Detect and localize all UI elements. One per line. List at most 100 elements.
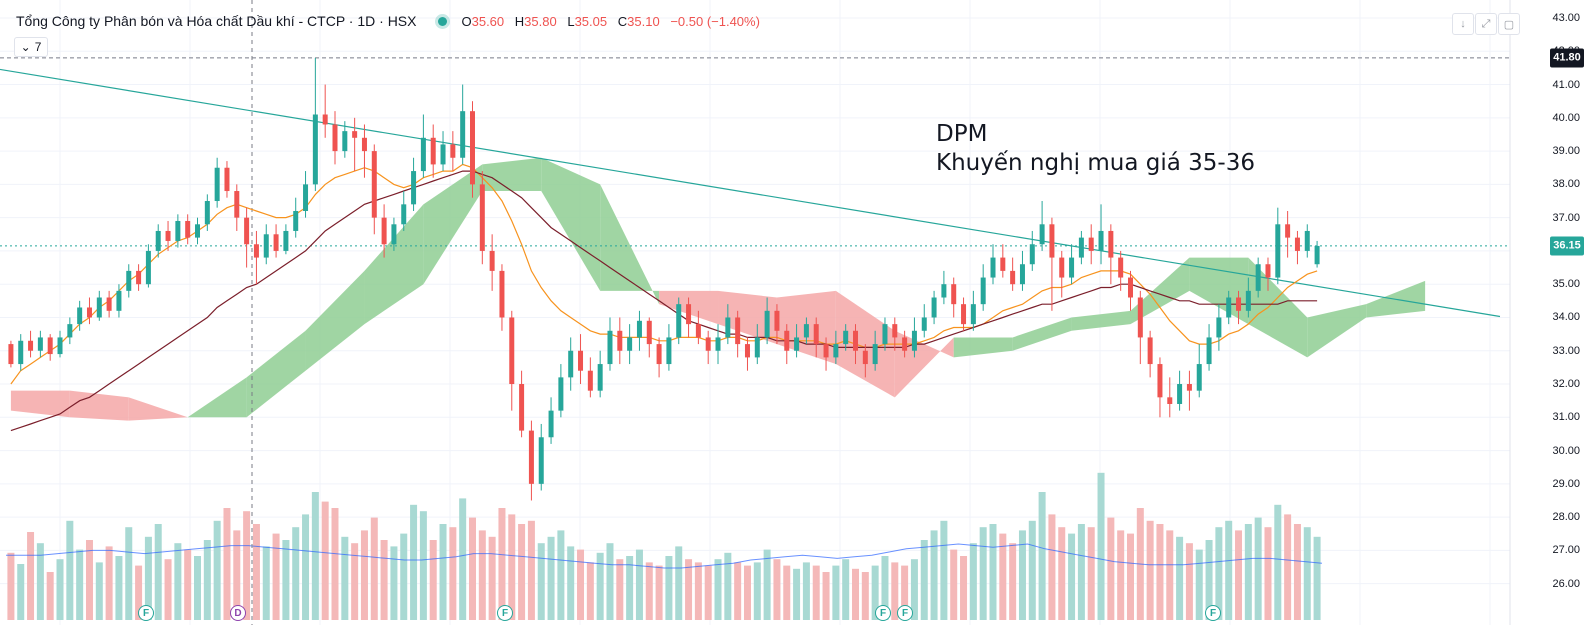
- volume-bar: [567, 546, 575, 620]
- volume-bar: [1225, 520, 1233, 620]
- candle-body: [381, 217, 387, 245]
- volume-bar: [1077, 524, 1085, 620]
- candle-body: [666, 337, 672, 365]
- candle-body: [882, 324, 888, 345]
- price-axis-label: 31.00: [1552, 411, 1580, 424]
- volume-bar: [321, 501, 329, 620]
- expand-icon[interactable]: ⤢: [1475, 13, 1497, 35]
- event-marker-f[interactable]: F: [1205, 605, 1221, 621]
- volume-bar: [753, 562, 761, 620]
- volume-bar: [341, 536, 349, 620]
- volume-bar: [979, 527, 987, 620]
- candle-body: [214, 167, 220, 202]
- candle-body: [568, 350, 574, 378]
- volume-bar: [783, 565, 791, 620]
- ichimoku-cloud-segment: [718, 290, 777, 345]
- candle-body: [1019, 264, 1025, 285]
- candle-body: [597, 364, 603, 391]
- price-axis-label: 34.00: [1552, 311, 1580, 324]
- candle-body: [224, 167, 230, 192]
- volume-bar: [1274, 504, 1282, 620]
- volume-bar: [537, 543, 545, 620]
- ichimoku-cloud-segment: [1248, 257, 1308, 358]
- volume-bar: [223, 508, 231, 620]
- price-axis-label: 35.00: [1552, 278, 1580, 291]
- volume-bar: [1254, 517, 1262, 620]
- event-marker-f[interactable]: F: [875, 605, 891, 621]
- event-marker-d[interactable]: D: [230, 605, 246, 621]
- volume-bar: [1117, 530, 1125, 620]
- candle-body: [862, 350, 868, 365]
- volume-bar: [203, 540, 211, 620]
- volume-bar: [1126, 533, 1134, 620]
- candle-body: [636, 320, 642, 338]
- volume-bar: [891, 562, 899, 620]
- ichimoku-cloud-segment: [423, 164, 483, 285]
- volume-bar: [174, 543, 182, 620]
- candle-body: [391, 224, 397, 245]
- candle-body: [1157, 364, 1163, 398]
- event-marker-f[interactable]: F: [497, 605, 513, 621]
- candle-body: [646, 320, 652, 345]
- volume-bar: [527, 520, 535, 620]
- open-key: O: [461, 13, 472, 29]
- price-axis-label: 28.00: [1552, 511, 1580, 524]
- volume-bar: [910, 559, 918, 620]
- price-axis-label: 29.00: [1552, 477, 1580, 490]
- candle-body: [430, 137, 436, 165]
- low-value: 35.05: [574, 13, 608, 29]
- volume-bar: [694, 562, 702, 620]
- candle-body: [185, 220, 191, 238]
- price-axis-label: 30.00: [1552, 444, 1580, 457]
- volume-bar: [125, 527, 133, 620]
- volume-bar: [311, 492, 319, 620]
- candle-body: [715, 337, 721, 351]
- event-marker-f[interactable]: F: [897, 605, 913, 621]
- trendline: [0, 68, 1501, 318]
- volume-bar: [969, 543, 977, 620]
- candle-body: [1186, 384, 1192, 391]
- volume-bar: [7, 552, 15, 620]
- volume-bar: [27, 532, 35, 620]
- candle-body: [352, 131, 358, 138]
- screenshot-icon[interactable]: ▢: [1498, 13, 1520, 35]
- candle-body: [1049, 224, 1055, 258]
- ichimoku-cloud-segment: [541, 157, 601, 291]
- ichimoku-cloud-segment: [246, 330, 306, 418]
- candle-body: [145, 250, 151, 285]
- volume-bar: [940, 520, 948, 620]
- candle-body: [1098, 230, 1104, 251]
- candle-body: [1236, 297, 1242, 311]
- symbol-title[interactable]: Tổng Công ty Phân bón và Hóa chất Dầu kh…: [16, 13, 417, 29]
- candle-body: [1177, 384, 1183, 404]
- volume-bar: [1244, 524, 1252, 620]
- candle-body: [1137, 297, 1143, 338]
- candle-body: [57, 337, 63, 355]
- candle-body: [332, 124, 338, 152]
- arrow-down-icon[interactable]: ↓: [1452, 13, 1474, 35]
- candle-body: [519, 384, 525, 431]
- candle-body: [47, 337, 53, 355]
- event-marker-f[interactable]: F: [138, 605, 154, 621]
- ichimoku-cloud-segment: [69, 390, 129, 421]
- candle-body: [165, 230, 171, 241]
- analyst-note[interactable]: DPM Khuyến nghị mua giá 35-36: [936, 120, 1255, 178]
- volume-bar: [56, 559, 64, 620]
- volume-bar: [743, 565, 751, 620]
- volume-bar: [861, 572, 869, 620]
- volume-bar: [842, 559, 850, 620]
- candle-body: [1167, 397, 1173, 404]
- volume-bar: [734, 562, 742, 620]
- candle-body: [28, 340, 34, 351]
- candle-body: [754, 337, 760, 358]
- volume-bar: [1303, 527, 1311, 620]
- candle-body: [578, 350, 584, 371]
- candle-body: [686, 304, 692, 325]
- indicators-toggle[interactable]: ⌄ 7: [14, 37, 48, 57]
- volume-bar: [596, 552, 604, 620]
- candle-body: [1285, 224, 1291, 238]
- volume-bar: [1166, 530, 1174, 620]
- volume-bar: [1176, 536, 1184, 620]
- ichimoku-cloud-segment: [128, 397, 188, 421]
